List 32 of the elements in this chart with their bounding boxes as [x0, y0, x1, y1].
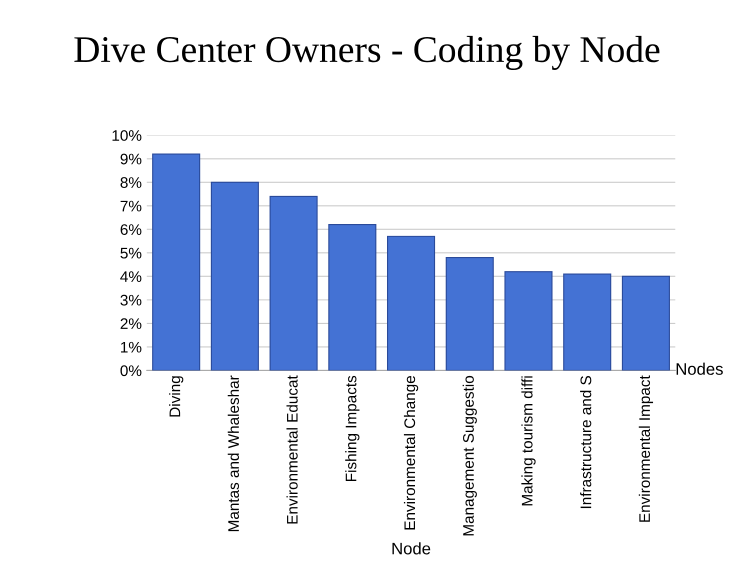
y-tick-label: 7%: [120, 200, 142, 212]
x-tick-label: Mantas and Whaleshar: [228, 376, 239, 532]
y-tick-label: 1%: [121, 342, 142, 353]
bar: [446, 256, 494, 370]
y-tick-label: 4%: [120, 271, 142, 282]
bar: [504, 271, 553, 370]
chart-title: Dive Center Owners - Coding by Node: [74, 36, 660, 70]
bar: [386, 236, 436, 370]
bar: [622, 276, 670, 370]
bar: [563, 273, 612, 370]
bar: [210, 182, 259, 370]
x-tick-label: Environmental Impact: [638, 375, 654, 522]
text: Nodes: [676, 362, 723, 375]
y-tick-label: 5%: [120, 248, 142, 259]
y-tick-label: 9%: [120, 154, 142, 164]
x-axis-title: Node: [392, 542, 430, 554]
x-tick-label: Environmental Change: [404, 376, 418, 530]
bar: [328, 224, 376, 370]
y-tick-label: 2%: [120, 318, 142, 330]
y-tick-label: 3%: [120, 294, 142, 306]
y-tick-label: 8%: [120, 177, 142, 188]
y-tick-label: 0%: [120, 365, 142, 376]
x-tick-label: Environmental Educat: [286, 375, 298, 524]
bar: [270, 196, 318, 370]
bar: [152, 154, 200, 370]
x-tick-label: Management Suggestio: [462, 376, 477, 536]
x-tick-label: Fishing Impacts: [345, 376, 360, 482]
x-tick-label: Diving: [169, 376, 184, 416]
x-tick-label: Making tourism diffi: [521, 376, 536, 506]
x-tick-label: Infrastructure and S: [580, 376, 592, 508]
y-tick-label: 6%: [120, 224, 142, 236]
y-tick-label: 10%: [112, 130, 142, 141]
